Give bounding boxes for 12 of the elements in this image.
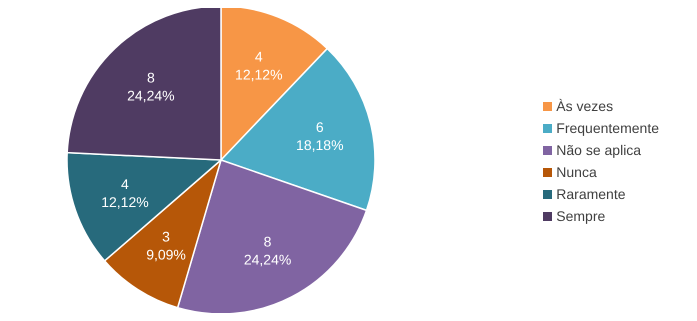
data-label: 8 24,24% [244, 233, 292, 268]
data-label: 8 24,24% [127, 69, 175, 104]
data-label: 4 12,12% [101, 176, 149, 210]
legend-label: Sempre [556, 208, 606, 224]
legend-label: Nunca [556, 164, 597, 180]
legend-label: Às vezes [556, 98, 614, 114]
legend-label: Não se aplica [556, 142, 642, 158]
data-label: 4 12,12% [235, 48, 283, 83]
legend-label: Frequentemente [556, 120, 659, 136]
legend-label: Raramente [556, 186, 626, 202]
data-label: 6 18,18% [296, 119, 344, 154]
data-label: 3 9,09% [146, 228, 186, 263]
